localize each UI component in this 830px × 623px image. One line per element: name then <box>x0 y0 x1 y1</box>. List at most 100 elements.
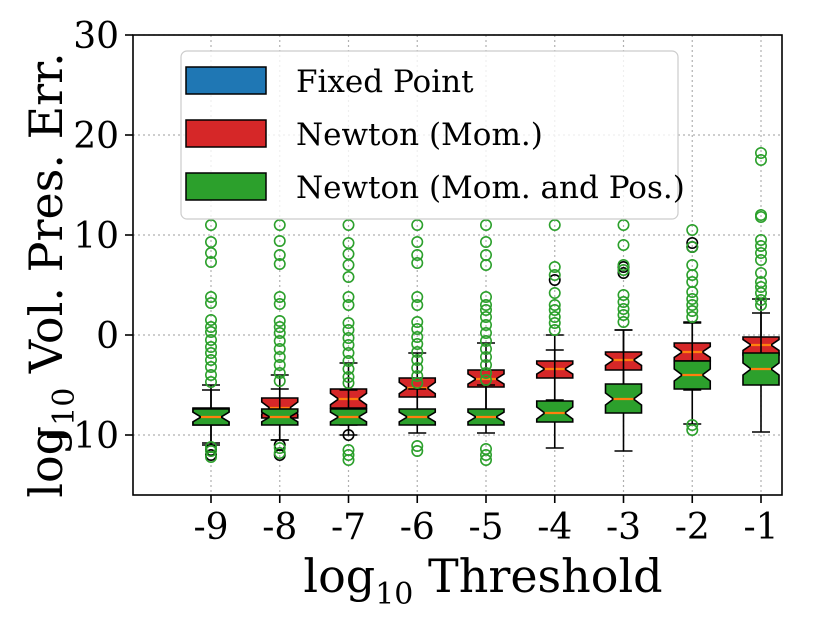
flier-point <box>342 331 355 344</box>
flier-point <box>479 442 492 455</box>
flier-point <box>273 326 286 339</box>
flier-point <box>686 285 699 298</box>
flier-point <box>411 337 424 350</box>
flier-point <box>205 444 218 457</box>
box-newton-mom-and-pos---8 <box>260 219 299 459</box>
flier-point <box>205 320 218 333</box>
flier-point <box>205 290 218 303</box>
flier-point <box>342 370 355 383</box>
flier-point <box>205 219 218 232</box>
flier-point <box>273 314 286 327</box>
axes-frame <box>132 34 783 496</box>
flier-point <box>754 211 767 224</box>
legend-label-newton-mom-pos: Newton (Mom. and Pos.) <box>296 170 685 206</box>
box-newton-mom-and-pos---2 <box>673 224 712 436</box>
flier-point <box>754 280 767 293</box>
y-tick-label: 0 <box>96 316 119 357</box>
flier-point <box>411 219 424 232</box>
box-newton-mom-and-pos---7 <box>329 219 368 466</box>
box-newton-mom-and-pos---3 <box>604 219 643 452</box>
flier-point <box>411 439 424 452</box>
box-body <box>535 400 574 423</box>
flier-point <box>205 368 218 381</box>
flier-point <box>754 154 767 167</box>
flier-point <box>273 249 286 262</box>
flier-point <box>479 366 492 379</box>
flier-point <box>754 234 767 247</box>
flier-point <box>617 239 630 252</box>
flier-point <box>411 236 424 249</box>
flier-point <box>548 298 561 311</box>
flier-point <box>342 448 355 461</box>
flier-point <box>617 302 630 315</box>
plot-area <box>192 147 780 466</box>
x-tick-label: -9 <box>193 507 228 548</box>
x-axis-label: log10 Threshold <box>303 549 662 612</box>
flier-point <box>479 303 492 316</box>
flier-point <box>342 270 355 283</box>
flier-point <box>479 258 492 271</box>
box-newton-mom-and-pos---6 <box>398 219 437 457</box>
flier-point <box>479 298 492 311</box>
flier-point <box>273 235 286 248</box>
flier-point <box>686 237 699 250</box>
flier-point <box>686 224 699 237</box>
flier-point <box>686 418 699 431</box>
flier-point <box>617 315 630 328</box>
flier-point <box>273 441 286 454</box>
axes: −10 0 10 20 30 -9 -8 -7 -6 -5 -4 -3 -2 -1 <box>43 16 783 548</box>
flier-point <box>205 375 218 388</box>
box-newton-mom-and-pos---4 <box>535 219 574 449</box>
flier-point <box>617 263 630 276</box>
flier-point <box>411 345 424 358</box>
flier-point <box>342 346 355 359</box>
flier-point <box>754 286 767 299</box>
flier-point <box>548 268 561 281</box>
flier-point <box>273 358 286 371</box>
flier-point <box>686 310 699 323</box>
flier-point <box>479 342 492 355</box>
flier-point <box>273 297 286 310</box>
flier-point <box>411 298 424 311</box>
flier-point <box>479 290 492 303</box>
flier-point <box>548 316 561 329</box>
legend-swatch-fixed-point <box>185 66 267 95</box>
flier-point <box>754 266 767 279</box>
flier-point <box>205 255 218 268</box>
flier-point <box>205 325 218 338</box>
flier-point <box>617 308 630 321</box>
flier-point <box>548 273 561 286</box>
legend-swatch-newton-mom-pos <box>185 172 267 201</box>
flier-point <box>273 350 286 363</box>
flier-point <box>411 330 424 343</box>
flier-point <box>686 292 699 305</box>
flier-point <box>411 256 424 269</box>
x-tick-label: -2 <box>675 507 710 548</box>
flier-point <box>686 304 699 317</box>
flier-point <box>342 443 355 456</box>
y-tick-label: 20 <box>73 116 119 157</box>
y-tick-label: −10 <box>43 416 119 457</box>
flier-point <box>411 353 424 366</box>
flier-point <box>617 288 630 301</box>
flier-point <box>411 361 424 374</box>
flier-point <box>479 448 492 461</box>
flier-point <box>479 326 492 339</box>
legend-frame <box>180 50 679 220</box>
flier-point <box>273 446 286 459</box>
flier-point <box>411 444 424 457</box>
flier-point <box>754 254 767 267</box>
box-newton-mom-and-pos---1 <box>742 147 780 433</box>
flier-point <box>273 290 286 303</box>
flier-point <box>754 147 767 160</box>
flier-point <box>273 342 286 355</box>
flier-point <box>479 310 492 323</box>
flier-point <box>479 373 492 386</box>
box-newton-mom-and-pos---9 <box>192 219 230 463</box>
flier-point <box>479 236 492 249</box>
x-tick-label: -1 <box>743 507 778 548</box>
flier-point <box>342 298 355 311</box>
flier-point <box>479 318 492 331</box>
flier-point <box>617 258 630 271</box>
flier-point <box>273 257 286 270</box>
